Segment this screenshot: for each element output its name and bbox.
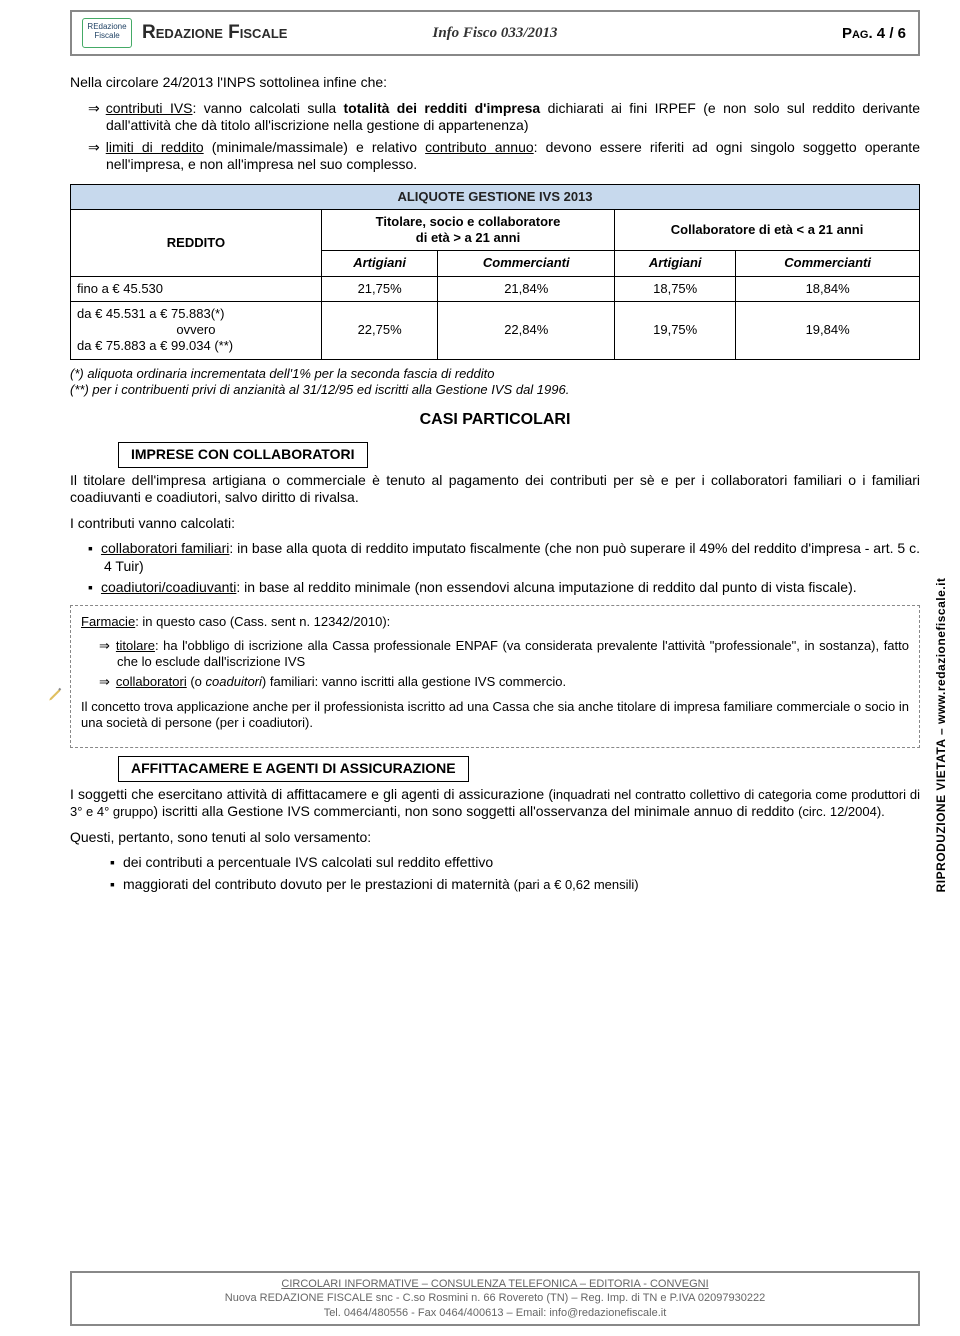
brand-title: Redazione Fiscale (142, 22, 287, 44)
side-watermark: RIPRODUZIONE VIETATA – www.redazionefisc… (934, 577, 948, 892)
sub-affittacamere: AFFITTACAMERE E AGENTI DI ASSICURAZIONE (118, 756, 469, 782)
box-a1: titolare: ha l'obbligo di iscrizione all… (99, 638, 909, 671)
intro-list: contributi IVS: vanno calcolati sulla to… (88, 100, 920, 174)
col-com2: Commercianti (736, 251, 920, 276)
col-art2: Artigiani (615, 251, 736, 276)
table-notes: (*) aliquota ordinaria incrementata dell… (70, 366, 920, 399)
table-title: ALIQUOTE GESTIONE IVS 2013 (71, 184, 920, 209)
section-casi-title: CASI PARTICOLARI (70, 410, 920, 430)
logo-text2: Fiscale (94, 31, 119, 40)
col-reddito: REDDITO (71, 209, 322, 276)
note-icon (47, 687, 65, 705)
casi-b1: collaboratori familiari: in base alla qu… (88, 540, 920, 575)
afc-p1: I soggetti che esercitano attività di af… (70, 786, 920, 821)
page-footer: CIRCOLARI INFORMATIVE – CONSULENZA TELEF… (70, 1271, 920, 1326)
sub-imprese: IMPRESE CON COLLABORATORI (118, 442, 368, 468)
intro-item-2: limiti di reddito (minimale/massimale) e… (88, 139, 920, 174)
casi-p1: Il titolare dell'impresa artigiana o com… (70, 472, 920, 507)
farmacie-box: Farmacie: in questo caso (Cass. sent n. … (70, 605, 920, 749)
note-2: (**) per i contribuenti privi di anziani… (70, 382, 920, 398)
page-number: Pag. 4 / 6 (842, 25, 906, 42)
box-a2: collaboratori (o coaduitori) familiari: … (99, 674, 909, 690)
intro-item-1: contributi IVS: vanno calcolati sulla to… (88, 100, 920, 135)
table-row: da € 45.531 a € 75.883(*)ovveroda € 75.8… (71, 301, 920, 359)
intro-lead: Nella circolare 24/2013 l'INPS sottoline… (70, 74, 920, 92)
col-art1: Artigiani (321, 251, 438, 276)
col-group1: Titolare, socio e collaboratoredi età > … (321, 209, 614, 251)
logo: REdazione Fiscale (82, 18, 132, 48)
afc-p2: Questi, pertanto, sono tenuti al solo ve… (70, 829, 920, 847)
afc-b2: maggiorati del contributo dovuto per le … (110, 876, 920, 894)
note-1: (*) aliquota ordinaria incrementata dell… (70, 366, 920, 382)
aliquote-table: ALIQUOTE GESTIONE IVS 2013 REDDITO Titol… (70, 184, 920, 360)
table-row: fino a € 45.530 21,75% 21,84% 18,75% 18,… (71, 276, 920, 301)
col-group2: Collaboratore di età < a 21 anni (615, 209, 920, 251)
footer-l1: CIRCOLARI INFORMATIVE – CONSULENZA TELEF… (78, 1277, 912, 1291)
afc-b1: dei contributi a percentuale IVS calcola… (110, 854, 920, 872)
casi-bullets: collaboratori familiari: in base alla qu… (88, 540, 920, 597)
afc-bullets: dei contributi a percentuale IVS calcola… (110, 854, 920, 893)
doc-info-label: Info Fisco 033/2013 (432, 25, 557, 42)
casi-p2: I contributi vanno calcolati: (70, 515, 920, 533)
page-header: REdazione Fiscale Redazione Fiscale Info… (70, 10, 920, 56)
box-p2: Il concetto trova applicazione anche per… (81, 699, 909, 732)
casi-b2: coadiutori/coadiuvanti: in base al reddi… (88, 579, 920, 597)
footer-l3: Tel. 0464/480556 - Fax 0464/400613 – Ema… (78, 1306, 912, 1320)
footer-l2: Nuova REDAZIONE FISCALE snc - C.so Rosmi… (78, 1291, 912, 1305)
content-body: Nella circolare 24/2013 l'INPS sottoline… (70, 74, 920, 893)
logo-text1: REdazione (87, 22, 126, 31)
col-com1: Commercianti (438, 251, 615, 276)
